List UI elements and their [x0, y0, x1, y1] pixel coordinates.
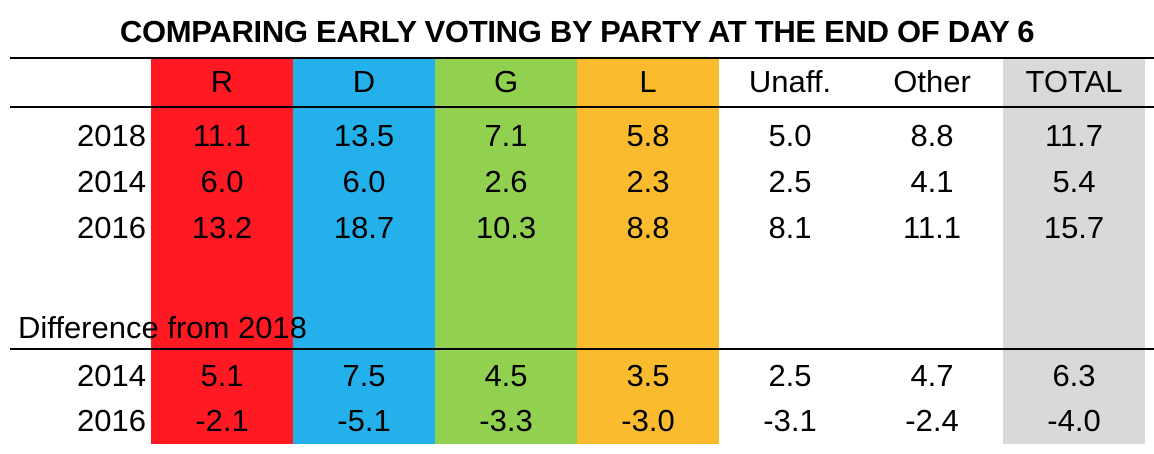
column-bg-unaff	[719, 58, 861, 444]
column-bg-d	[293, 58, 435, 444]
row-year-label: 2018	[77, 118, 146, 153]
table-cell: 2.6	[484, 164, 528, 199]
table-cell: 8.1	[768, 210, 812, 245]
chart-title: COMPARING EARLY VOTING BY PARTY AT THE E…	[119, 14, 1035, 49]
column-header: Unaff.	[748, 64, 832, 99]
table-cell: 11.7	[1044, 118, 1104, 153]
column-bg-other	[861, 58, 1003, 444]
table-cell: 15.7	[1043, 210, 1105, 245]
table-cell: 5.4	[1052, 164, 1096, 199]
column-header: D	[352, 64, 376, 99]
diff-table-cell: -4.0	[1047, 403, 1101, 438]
diff-table-cell: 6.3	[1052, 358, 1096, 393]
column-bg-g	[435, 58, 577, 444]
column-header: L	[639, 64, 657, 99]
diff-row-year-label: 2014	[77, 358, 146, 393]
table-cell: 10.3	[475, 210, 537, 245]
diff-table-cell: -3.1	[763, 403, 817, 438]
table-cell: 5.0	[768, 118, 812, 153]
row-year-label: 2016	[77, 210, 146, 245]
column-bg-l	[577, 58, 719, 444]
column-bg-r	[151, 58, 293, 444]
column-header: TOTAL	[1025, 64, 1123, 99]
column-header: R	[210, 64, 234, 99]
diff-table-cell: 4.5	[484, 358, 528, 393]
diff-table-cell: -3.3	[479, 403, 533, 438]
difference-rule	[10, 348, 1154, 350]
table-cell: 8.8	[910, 118, 954, 153]
table-cell: 8.8	[626, 210, 670, 245]
diff-table-cell: -5.1	[337, 403, 391, 438]
table-cell: 11.1	[902, 210, 962, 245]
table-cell: 2.5	[768, 164, 812, 199]
table-cell: 5.8	[626, 118, 670, 153]
diff-table-cell: 2.5	[768, 358, 812, 393]
table-cell: 13.5	[333, 118, 395, 153]
diff-table-cell: 4.7	[910, 358, 954, 393]
diff-table-cell: 3.5	[626, 358, 670, 393]
table-cell: 11.1	[192, 118, 252, 153]
table-cell: 18.7	[333, 210, 395, 245]
diff-table-cell: 5.1	[200, 358, 244, 393]
diff-table-cell: -2.4	[905, 403, 959, 438]
header-top-rule	[10, 57, 1154, 59]
header-bottom-rule	[10, 106, 1154, 108]
diff-table-cell: -3.0	[621, 403, 675, 438]
row-year-label: 2014	[77, 164, 146, 199]
table-cell: 13.2	[191, 210, 253, 245]
table-cell: 6.0	[342, 164, 386, 199]
diff-row-year-label: 2016	[77, 403, 146, 438]
table-cell: 2.3	[626, 164, 670, 199]
difference-label: Difference from 2018	[18, 310, 307, 345]
table-cell: 7.1	[484, 118, 528, 153]
table-cell: 4.1	[910, 164, 954, 199]
diff-table-cell: -2.1	[195, 403, 249, 438]
diff-table-cell: 7.5	[342, 358, 386, 393]
table-cell: 6.0	[200, 164, 244, 199]
column-bg-total	[1003, 58, 1145, 444]
column-header: G	[493, 64, 519, 99]
column-header: Other	[893, 64, 971, 99]
